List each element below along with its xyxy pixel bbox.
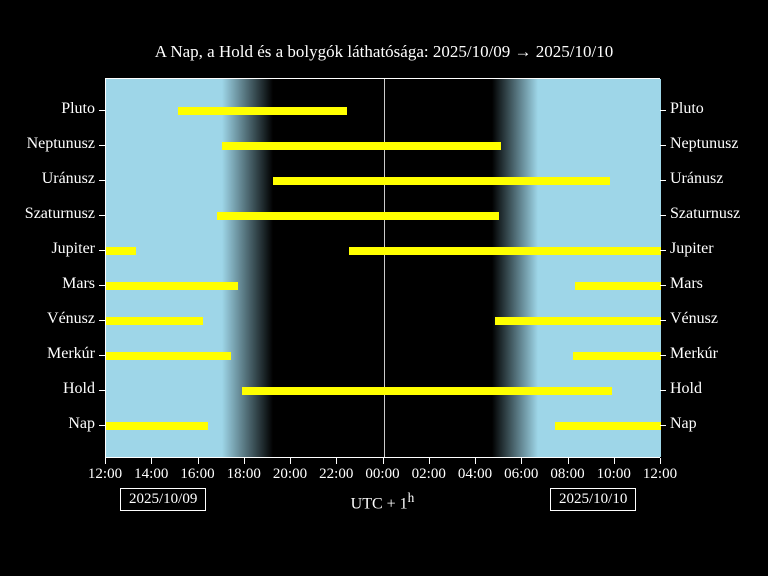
y-tick bbox=[660, 285, 666, 286]
chart-title: A Nap, a Hold és a bolygók láthatósága: … bbox=[0, 42, 768, 62]
x-tick bbox=[198, 458, 199, 464]
x-tick-label: 02:00 bbox=[412, 466, 446, 483]
visibility-bar bbox=[495, 317, 662, 325]
body-label-left: Pluto bbox=[61, 100, 95, 118]
visibility-bar bbox=[575, 282, 661, 290]
body-label-right: Hold bbox=[670, 380, 702, 398]
body-label-left: Hold bbox=[63, 380, 95, 398]
visibility-bar bbox=[106, 282, 238, 290]
y-tick bbox=[99, 390, 105, 391]
x-tick-label: 16:00 bbox=[180, 466, 214, 483]
visibility-bar bbox=[106, 247, 136, 255]
y-tick bbox=[99, 215, 105, 216]
x-tick bbox=[521, 458, 522, 464]
x-tick-label: 22:00 bbox=[319, 466, 353, 483]
y-tick bbox=[99, 145, 105, 146]
visibility-bar bbox=[242, 387, 612, 395]
y-tick bbox=[660, 250, 666, 251]
y-tick bbox=[660, 425, 666, 426]
y-tick bbox=[99, 425, 105, 426]
x-tick bbox=[151, 458, 152, 464]
body-label-right: Mars bbox=[670, 275, 703, 293]
y-tick bbox=[99, 180, 105, 181]
visibility-bar bbox=[178, 107, 347, 115]
midnight-line bbox=[384, 79, 385, 457]
y-tick bbox=[99, 285, 105, 286]
x-tick-label: 06:00 bbox=[504, 466, 538, 483]
y-tick bbox=[660, 320, 666, 321]
x-tick bbox=[290, 458, 291, 464]
plot-area bbox=[105, 78, 660, 458]
visibility-bar bbox=[273, 177, 611, 185]
body-label-right: Merkúr bbox=[670, 345, 718, 363]
body-label-left: Neptunusz bbox=[27, 135, 95, 153]
visibility-bar bbox=[106, 317, 203, 325]
visibility-bar bbox=[106, 422, 208, 430]
x-tick-label: 20:00 bbox=[273, 466, 307, 483]
x-tick bbox=[383, 458, 384, 464]
visibility-bar bbox=[217, 212, 499, 220]
x-tick-label: 00:00 bbox=[365, 466, 399, 483]
x-tick-label: 18:00 bbox=[227, 466, 261, 483]
y-tick bbox=[660, 355, 666, 356]
body-label-left: Uránusz bbox=[42, 170, 95, 188]
x-tick bbox=[336, 458, 337, 464]
twilight-region bbox=[492, 79, 538, 457]
body-label-left: Jupiter bbox=[51, 240, 95, 258]
day-region bbox=[538, 79, 661, 457]
body-label-right: Uránusz bbox=[670, 170, 723, 188]
visibility-bar bbox=[106, 352, 231, 360]
visibility-bar bbox=[555, 422, 661, 430]
body-label-left: Merkúr bbox=[47, 345, 95, 363]
x-tick-label: 14:00 bbox=[134, 466, 168, 483]
body-label-left: Nap bbox=[68, 415, 95, 433]
body-label-right: Pluto bbox=[670, 100, 704, 118]
x-tick bbox=[244, 458, 245, 464]
x-tick bbox=[429, 458, 430, 464]
body-label-right: Vénusz bbox=[670, 310, 718, 328]
visibility-bar bbox=[573, 352, 661, 360]
x-tick bbox=[614, 458, 615, 464]
x-tick-label: 10:00 bbox=[597, 466, 631, 483]
body-label-right: Neptunusz bbox=[670, 135, 738, 153]
y-tick bbox=[660, 215, 666, 216]
x-tick bbox=[660, 458, 661, 464]
body-label-left: Vénusz bbox=[47, 310, 95, 328]
body-label-left: Szaturnusz bbox=[25, 205, 95, 223]
x-tick bbox=[105, 458, 106, 464]
y-tick bbox=[660, 180, 666, 181]
y-tick bbox=[660, 110, 666, 111]
y-tick bbox=[99, 320, 105, 321]
twilight-region bbox=[222, 79, 273, 457]
date-right-box: 2025/10/10 bbox=[550, 488, 636, 511]
y-tick bbox=[99, 250, 105, 251]
utc-label: UTC + 1h bbox=[351, 490, 415, 513]
body-label-right: Jupiter bbox=[670, 240, 714, 258]
visibility-bar bbox=[222, 142, 502, 150]
body-label-right: Nap bbox=[670, 415, 697, 433]
y-tick bbox=[660, 145, 666, 146]
x-tick-label: 04:00 bbox=[458, 466, 492, 483]
x-tick bbox=[568, 458, 569, 464]
x-tick-label: 12:00 bbox=[88, 466, 122, 483]
y-tick bbox=[99, 110, 105, 111]
body-label-right: Szaturnusz bbox=[670, 205, 740, 223]
y-tick bbox=[99, 355, 105, 356]
x-tick-label: 12:00 bbox=[643, 466, 677, 483]
day-region bbox=[106, 79, 222, 457]
body-label-left: Mars bbox=[62, 275, 95, 293]
y-tick bbox=[660, 390, 666, 391]
x-tick-label: 08:00 bbox=[550, 466, 584, 483]
x-tick bbox=[475, 458, 476, 464]
date-left-box: 2025/10/09 bbox=[120, 488, 206, 511]
visibility-bar bbox=[349, 247, 661, 255]
